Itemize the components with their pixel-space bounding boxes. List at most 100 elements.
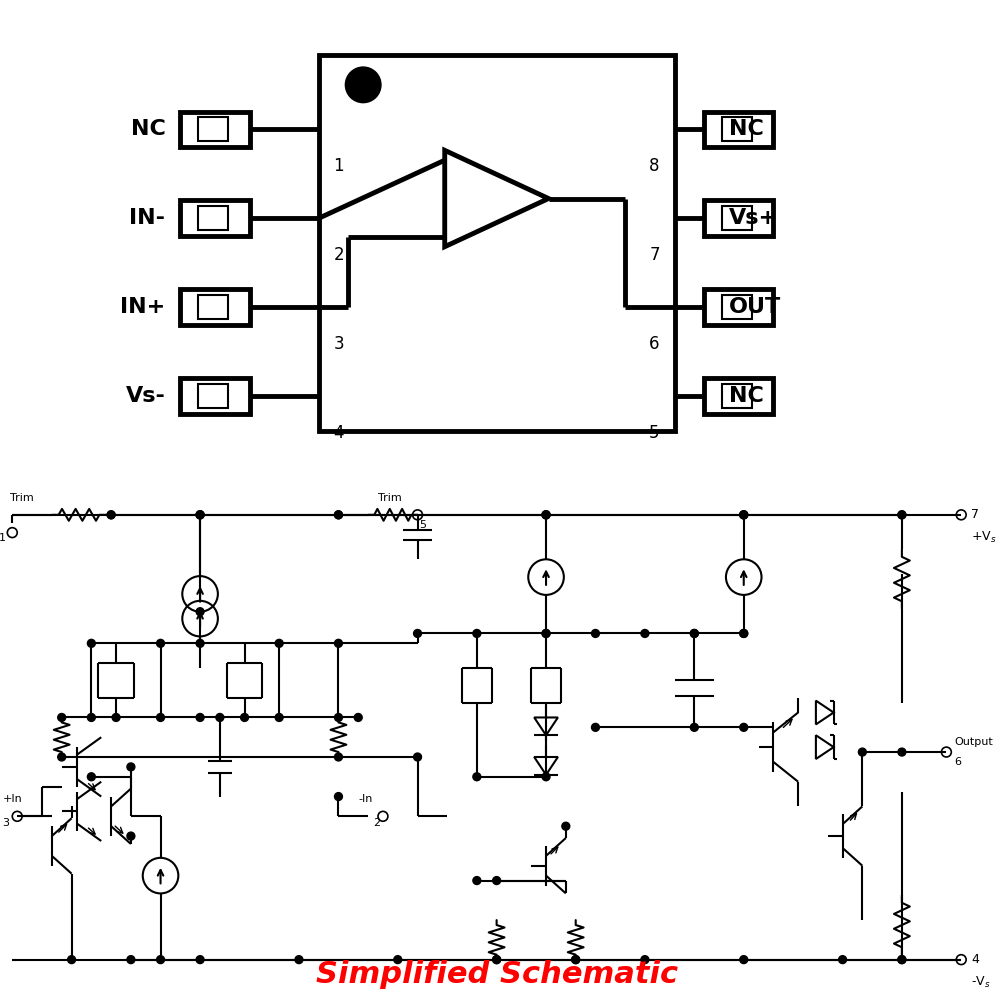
- Circle shape: [740, 723, 748, 731]
- Text: NC: NC: [729, 386, 764, 406]
- Bar: [722, 117, 752, 141]
- Text: Trim: Trim: [378, 493, 402, 503]
- Circle shape: [157, 639, 164, 647]
- Circle shape: [196, 956, 204, 964]
- Circle shape: [898, 511, 906, 519]
- Circle shape: [196, 714, 204, 721]
- Circle shape: [740, 629, 748, 637]
- Bar: [180, 289, 250, 325]
- Bar: [704, 112, 773, 147]
- Circle shape: [196, 511, 204, 519]
- Circle shape: [196, 639, 204, 647]
- Circle shape: [335, 714, 342, 721]
- Circle shape: [127, 832, 135, 840]
- Circle shape: [107, 511, 115, 519]
- Text: 5: 5: [649, 424, 660, 442]
- Circle shape: [58, 714, 66, 721]
- Circle shape: [592, 723, 599, 731]
- Text: 1: 1: [0, 533, 6, 543]
- Text: 4: 4: [971, 953, 979, 966]
- Bar: [198, 206, 228, 230]
- Circle shape: [690, 629, 698, 637]
- Bar: [704, 200, 773, 236]
- Circle shape: [740, 511, 748, 519]
- Circle shape: [112, 714, 120, 721]
- Circle shape: [858, 748, 866, 756]
- Circle shape: [87, 639, 95, 647]
- Text: OUT: OUT: [729, 297, 781, 317]
- Bar: [180, 200, 250, 236]
- Circle shape: [275, 639, 283, 647]
- Circle shape: [542, 773, 550, 781]
- Circle shape: [562, 822, 570, 830]
- Text: 3: 3: [334, 335, 344, 353]
- Circle shape: [572, 956, 580, 964]
- Circle shape: [641, 629, 649, 637]
- Bar: [180, 112, 250, 147]
- Circle shape: [740, 511, 748, 519]
- Text: NC: NC: [729, 119, 764, 139]
- Circle shape: [542, 629, 550, 637]
- Text: 6: 6: [954, 757, 961, 767]
- Circle shape: [542, 629, 550, 637]
- Circle shape: [493, 956, 501, 964]
- Circle shape: [275, 714, 283, 721]
- Circle shape: [493, 877, 501, 885]
- Circle shape: [898, 748, 906, 756]
- Circle shape: [493, 956, 501, 964]
- Text: 6: 6: [649, 335, 660, 353]
- Circle shape: [87, 773, 95, 781]
- Bar: [198, 384, 228, 408]
- Text: 1: 1: [334, 157, 344, 175]
- Text: Vs+: Vs+: [729, 208, 778, 228]
- Circle shape: [335, 511, 342, 519]
- Text: 2: 2: [373, 818, 380, 828]
- Circle shape: [335, 793, 342, 800]
- Circle shape: [58, 753, 66, 761]
- Text: Vs-: Vs-: [126, 386, 165, 406]
- Circle shape: [414, 629, 421, 637]
- Circle shape: [898, 956, 906, 964]
- Text: +V$_s$: +V$_s$: [971, 530, 997, 545]
- Circle shape: [542, 511, 550, 519]
- Circle shape: [542, 511, 550, 519]
- Text: NC: NC: [131, 119, 165, 139]
- Circle shape: [107, 511, 115, 519]
- Text: Trim: Trim: [10, 493, 34, 503]
- Text: IN-: IN-: [129, 208, 165, 228]
- Circle shape: [740, 629, 748, 637]
- Bar: [722, 384, 752, 408]
- Circle shape: [592, 629, 599, 637]
- Bar: [704, 289, 773, 325]
- Text: 4: 4: [334, 424, 344, 442]
- Text: 5: 5: [420, 520, 427, 530]
- Text: -In: -In: [358, 794, 373, 804]
- Bar: [198, 117, 228, 141]
- Circle shape: [68, 956, 76, 964]
- Circle shape: [740, 511, 748, 519]
- Text: IN+: IN+: [120, 297, 165, 317]
- Circle shape: [127, 956, 135, 964]
- Circle shape: [335, 753, 342, 761]
- Circle shape: [473, 629, 481, 637]
- Circle shape: [414, 753, 421, 761]
- Circle shape: [473, 877, 481, 885]
- Circle shape: [196, 511, 204, 519]
- Text: Simplified Schematic: Simplified Schematic: [316, 960, 678, 989]
- Circle shape: [196, 511, 204, 519]
- Text: -V$_s$: -V$_s$: [971, 974, 991, 990]
- Circle shape: [241, 714, 249, 721]
- Circle shape: [690, 723, 698, 731]
- Circle shape: [196, 608, 204, 616]
- Bar: [319, 55, 675, 431]
- Circle shape: [157, 956, 164, 964]
- Circle shape: [335, 639, 342, 647]
- Text: +In: +In: [2, 794, 22, 804]
- Text: 8: 8: [649, 157, 660, 175]
- Circle shape: [542, 511, 550, 519]
- Text: 7: 7: [971, 508, 979, 521]
- Circle shape: [394, 956, 402, 964]
- Circle shape: [335, 511, 342, 519]
- Circle shape: [127, 763, 135, 771]
- Bar: [722, 206, 752, 230]
